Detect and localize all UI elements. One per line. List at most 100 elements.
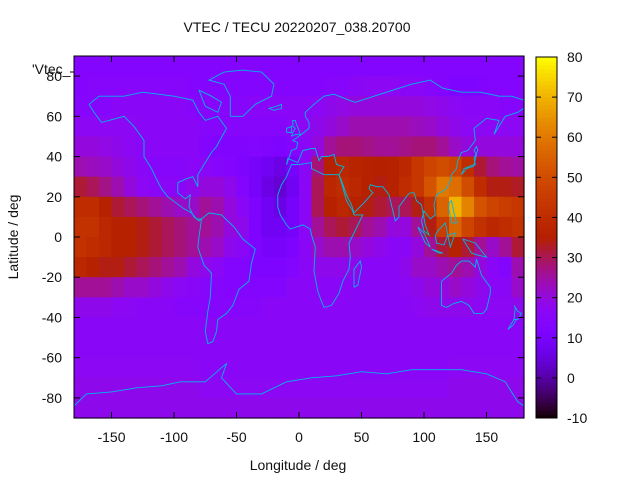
heatmap-cell [111,317,125,339]
heatmap-cell [299,237,313,258]
heatmap-cell [349,136,363,158]
heatmap-cell [161,136,175,158]
y-tick-label: 40 [46,149,62,165]
heatmap-cell [211,297,225,319]
heatmap-cell [299,257,313,278]
heatmap-cell [99,156,113,178]
heatmap-cell [261,216,275,238]
heatmap-cell [286,176,300,198]
heatmap-cell [499,257,513,278]
heatmap-cell [286,297,300,319]
heatmap-cell [124,116,138,138]
heatmap-cell [386,196,400,218]
heatmap-cell [274,377,288,399]
heatmap-cell [174,237,188,258]
colorbar-swatch [536,333,557,339]
heatmap-cell [199,277,213,298]
heatmap-cell [486,237,500,258]
heatmap-cell [336,196,350,218]
heatmap-cell [336,156,350,178]
heatmap-cell [111,357,125,379]
colorbar-tick-label: -10 [567,410,587,426]
heatmap-cell [436,357,450,379]
heatmap-cell [436,56,450,77]
heatmap-cell [161,257,175,278]
colorbar-swatch [536,257,557,263]
heatmap-cell [86,96,100,117]
heatmap-cell [374,377,388,399]
heatmap-cell [136,216,150,238]
heatmap-cell [274,277,288,298]
heatmap-cell [274,337,288,359]
colorbar-tick-label: 20 [567,290,583,306]
colorbar-swatch [536,297,557,303]
heatmap-cell [411,377,425,399]
heatmap-cell [374,136,388,158]
coastline [417,226,431,248]
heatmap-cell [511,216,525,238]
heatmap-cell [149,277,163,298]
heatmap-cell [224,216,238,238]
heatmap-cell [374,76,388,97]
heatmap-cell [249,56,263,77]
heatmap-cell [161,297,175,319]
heatmap-cell [161,277,175,298]
heatmap-cell [474,377,488,399]
heatmap-cell [161,357,175,379]
heatmap-cell [186,136,200,158]
heatmap-cell [324,176,338,198]
heatmap-cell [149,337,163,359]
colorbar-swatch [536,265,557,271]
heatmap-cell [86,176,100,198]
heatmap-cell [161,116,175,138]
heatmap-cell [349,297,363,319]
heatmap-cell [111,257,125,278]
heatmap-cell [136,397,150,419]
heatmap-cell [86,116,100,138]
heatmap-cell [236,357,250,379]
heatmap-cell [124,56,138,77]
heatmap-cell [286,216,300,238]
heatmap-cell [311,277,325,298]
colorbar-swatch [536,313,557,319]
heatmap-cell [86,337,100,359]
heatmap-cell [74,257,88,278]
colorbar-swatch [536,141,557,146]
heatmap-cell [86,397,100,419]
colorbar-swatch [536,261,557,267]
heatmap-cell [449,297,463,319]
heatmap-cell [399,176,413,198]
heatmap-cell [311,377,325,399]
heatmap-cell [399,357,413,379]
colorbar-swatch [536,329,557,335]
heatmap-cell [111,116,125,138]
heatmap-cell [324,76,338,97]
heatmap-cell [474,56,488,77]
heatmap-cell [186,397,200,419]
heatmap-cell [186,176,200,198]
heatmap-cell [386,277,400,298]
heatmap-cell [461,176,475,198]
heatmap-cell [211,136,225,158]
heatmap-cell [261,116,275,138]
heatmap-cell [136,317,150,339]
heatmap-cell [361,357,375,379]
heatmap-cell [336,397,350,419]
heatmap-cell [211,377,225,399]
heatmap-cell [174,397,188,419]
heatmap-cell [86,216,100,238]
heatmap-cell [211,317,225,339]
heatmap-cell [461,257,475,278]
coastline [507,319,518,330]
heatmap-cell [199,116,213,138]
heatmap-cell [499,136,513,158]
heatmap-cell [74,56,88,77]
colorbar-swatch [536,373,557,379]
heatmap-cell [211,196,225,218]
heatmap-cell [349,237,363,258]
heatmap-cell [186,277,200,298]
heatmap-cell [374,357,388,379]
heatmap-cell [274,297,288,319]
colorbar-swatch [536,385,557,391]
heatmap-cell [261,297,275,319]
